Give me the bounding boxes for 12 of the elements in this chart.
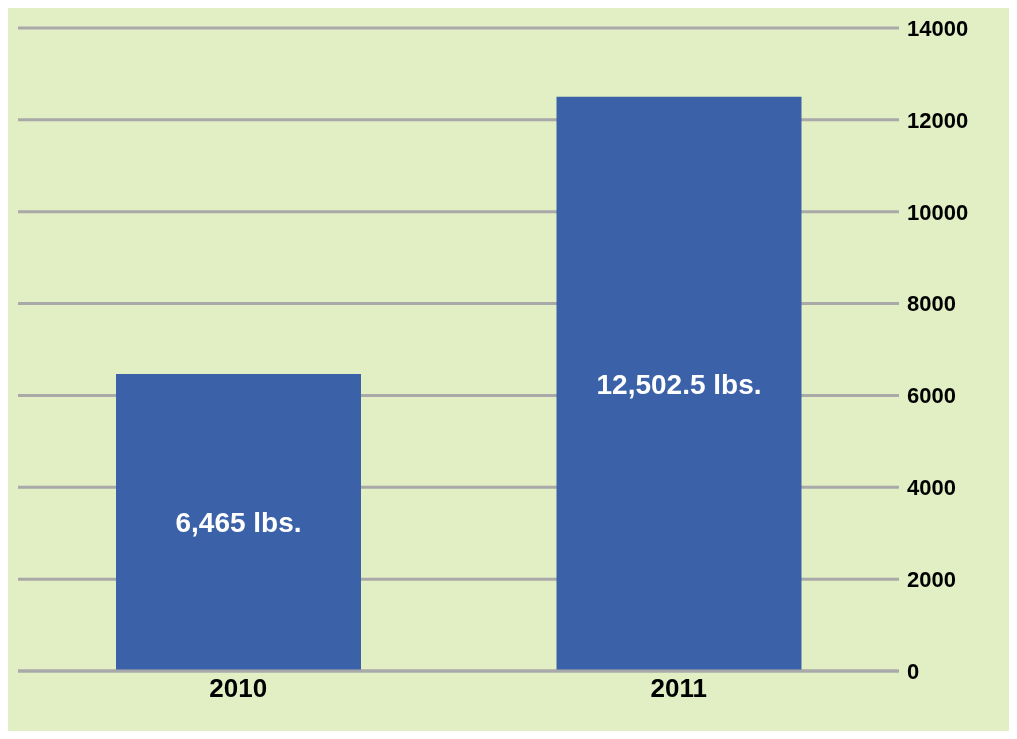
data-label: 12,502.5 lbs. xyxy=(596,368,762,400)
data-label: 6,465 lbs. xyxy=(175,507,302,539)
y-tick-label: 14000 xyxy=(907,15,969,41)
y-tick-label: 6000 xyxy=(907,383,956,409)
y-tick-label: 12000 xyxy=(907,107,969,133)
y-tick-label: 2000 xyxy=(907,566,956,592)
x-tick-label: 2010 xyxy=(209,673,268,704)
x-tick-label: 2011 xyxy=(650,673,707,704)
y-tick-label: 8000 xyxy=(907,291,956,317)
y-tick-label: 4000 xyxy=(907,475,956,501)
y-tick-label: 0 xyxy=(907,658,920,684)
y-tick-label: 10000 xyxy=(907,199,969,225)
